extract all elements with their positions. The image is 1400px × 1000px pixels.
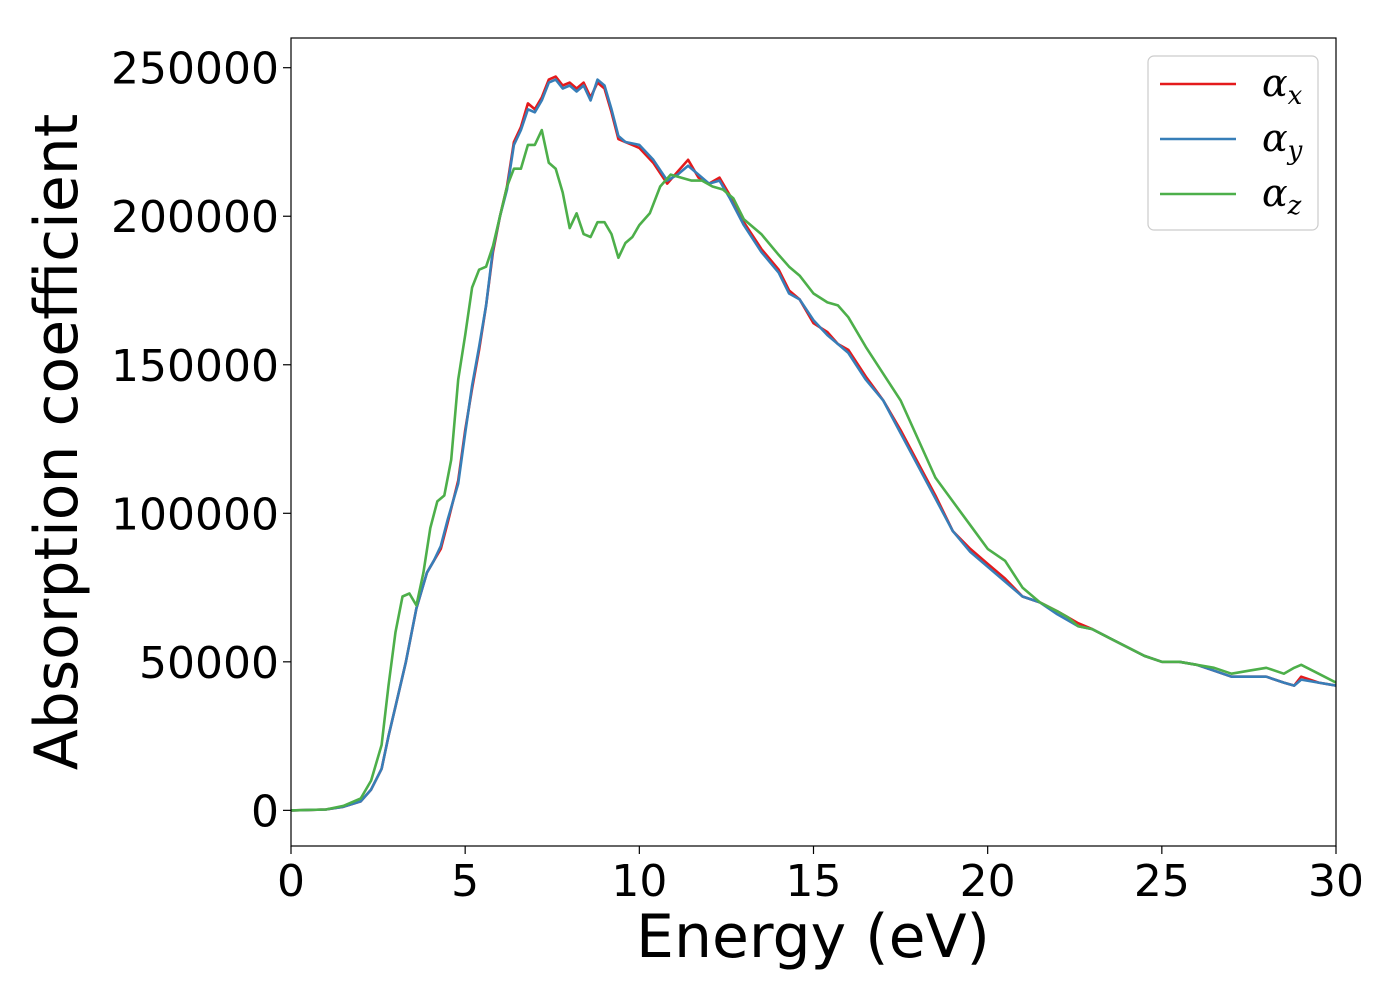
legend-label-z: αz [1262,171,1302,221]
y-tick-label: 150000 [111,341,279,392]
y-axis-title: Absorption coefficient [22,114,92,771]
x-tick-label: 30 [1308,856,1364,907]
legend-label-x: αx [1262,61,1303,111]
y-tick-label: 200000 [111,192,279,243]
series-layer [291,75,1336,812]
x-axis-title: Energy (eV) [636,902,990,972]
series-line-z [291,128,1336,812]
x-tick-label: 0 [277,856,305,907]
y-tick-label: 0 [251,786,279,837]
legend-label-y: αy [1262,116,1303,166]
x-tick-label: 25 [1134,856,1190,907]
y-tick-label: 250000 [111,44,279,95]
legend-box [1147,55,1319,231]
y-tick-label: 50000 [139,638,279,689]
x-tick-label: 20 [960,856,1016,907]
y-tick-label: 100000 [111,489,279,540]
x-tick-label: 15 [786,856,842,907]
x-axis-ticks: 0 5 10 15 20 25 30 [277,846,1364,907]
x-tick-label: 10 [611,856,667,907]
x-tick-label: 5 [451,856,479,907]
y-axis-ticks: 0 50000 100000 150000 200000 250000 [111,44,291,837]
